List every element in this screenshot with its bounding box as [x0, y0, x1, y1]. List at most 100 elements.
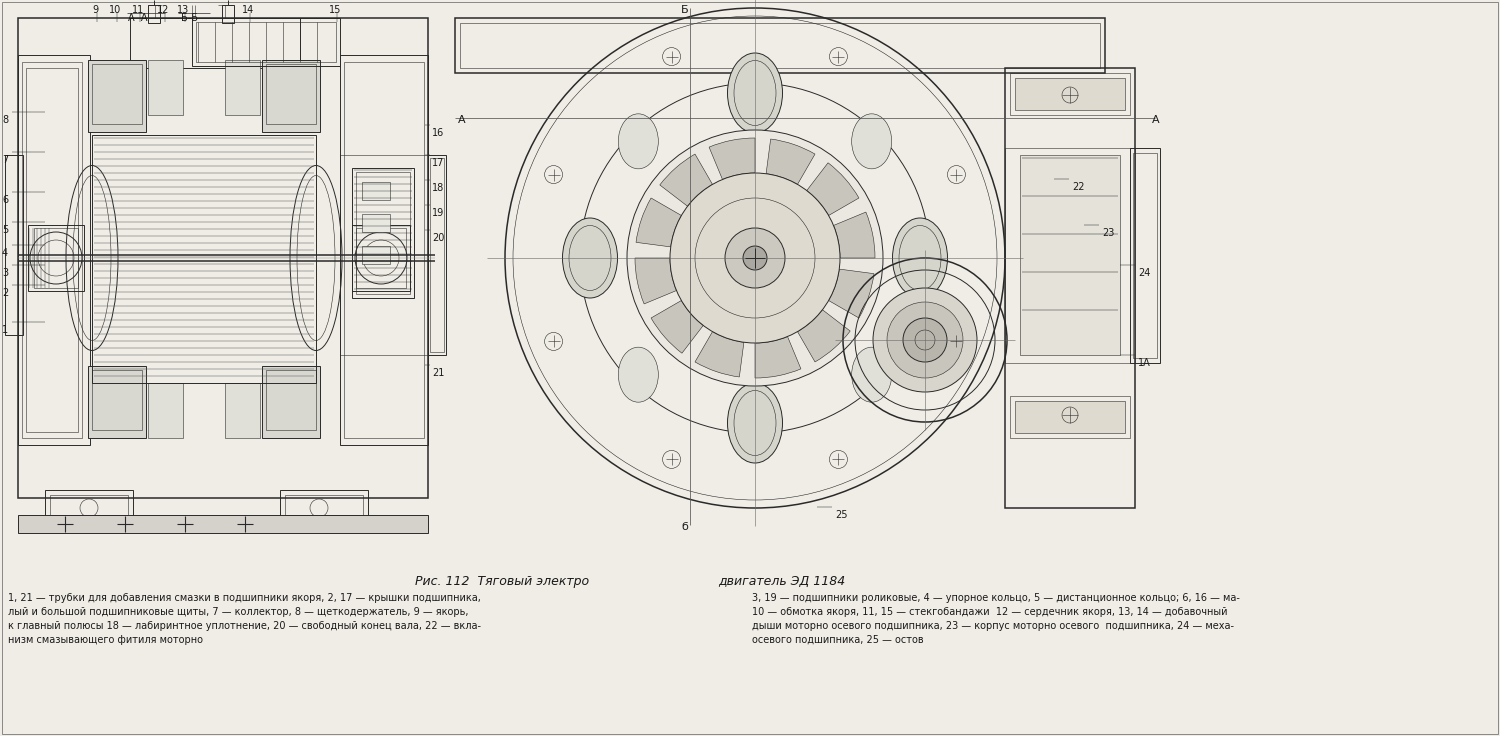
Bar [266, 64, 316, 124]
Text: 4: 4 [2, 248, 8, 258]
Bar [192, 18, 340, 66]
Text: 23: 23 [1102, 228, 1114, 238]
Bar [1016, 78, 1125, 110]
Bar [148, 5, 160, 23]
Text: Рис. 112  Тяговый электро: Рис. 112 Тяговый электро [416, 575, 590, 588]
Ellipse shape [618, 114, 658, 169]
Circle shape [873, 288, 976, 392]
Circle shape [670, 173, 840, 343]
Text: 18: 18 [432, 183, 444, 193]
Bar [362, 214, 390, 232]
Text: А  А: А А [128, 13, 147, 23]
Text: 10: 10 [110, 5, 122, 15]
Bar [45, 490, 134, 520]
Text: 11: 11 [132, 5, 144, 15]
Bar [1010, 396, 1130, 438]
Text: 16: 16 [432, 128, 444, 138]
Bar [1130, 148, 1160, 363]
Bar [362, 182, 390, 200]
Bar [430, 158, 444, 352]
Circle shape [724, 228, 784, 288]
Bar [460, 23, 1100, 68]
Text: лый и большой подшипниковые щиты, 7 — коллектор, 8 — щеткодержатель, 9 — якорь,: лый и большой подшипниковые щиты, 7 — ко… [8, 607, 468, 617]
Bar [130, 18, 300, 68]
Bar [225, 60, 260, 115]
Bar [196, 22, 336, 62]
Wedge shape [798, 310, 850, 362]
Text: 22: 22 [1072, 182, 1084, 192]
Bar [22, 62, 82, 438]
Bar [26, 68, 78, 432]
Text: 2: 2 [2, 288, 9, 298]
Bar [1010, 73, 1130, 115]
Bar [222, 5, 234, 23]
Bar [18, 515, 427, 533]
Bar [352, 168, 414, 298]
Text: 15: 15 [328, 5, 340, 15]
Circle shape [742, 246, 766, 270]
Bar [50, 495, 128, 515]
Text: 25: 25 [836, 510, 848, 520]
Wedge shape [834, 212, 874, 258]
Bar [280, 490, 368, 520]
Bar [340, 55, 427, 445]
Bar [285, 495, 363, 515]
Bar [225, 383, 260, 438]
Bar [356, 172, 410, 294]
Ellipse shape [728, 53, 783, 133]
Ellipse shape [734, 60, 776, 126]
Wedge shape [634, 258, 676, 304]
Text: 14: 14 [242, 5, 254, 15]
Bar [88, 366, 146, 438]
Bar [1020, 155, 1120, 355]
Text: 5: 5 [2, 225, 9, 235]
Text: 10 — обмотка якоря, 11, 15 — стекгобандажи  12 — сердечник якоря, 13, 14 — добав: 10 — обмотка якоря, 11, 15 — стекгобанда… [752, 607, 1227, 617]
Bar [427, 155, 445, 355]
Text: А: А [458, 115, 465, 125]
Bar [340, 155, 427, 355]
Text: 19: 19 [432, 208, 444, 218]
Bar [1005, 68, 1136, 508]
Text: Б: Б [681, 5, 688, 15]
Text: двигатель ЭД 1184: двигатель ЭД 1184 [718, 575, 846, 588]
Wedge shape [710, 138, 754, 180]
Ellipse shape [852, 347, 891, 402]
Bar [262, 60, 320, 132]
Bar [262, 366, 320, 438]
Bar [352, 225, 410, 291]
Circle shape [903, 318, 946, 362]
Bar [356, 228, 407, 288]
Ellipse shape [734, 391, 776, 456]
Ellipse shape [562, 218, 618, 298]
Circle shape [627, 130, 884, 386]
Bar [34, 228, 78, 288]
Bar [92, 370, 142, 430]
Text: 6: 6 [2, 195, 8, 205]
Ellipse shape [568, 225, 610, 291]
Bar [92, 64, 142, 124]
Bar [362, 246, 390, 264]
Wedge shape [807, 163, 859, 216]
Text: 9: 9 [92, 5, 98, 15]
Bar [266, 370, 316, 430]
Bar [344, 62, 424, 438]
Ellipse shape [892, 218, 948, 298]
Text: 7: 7 [2, 155, 9, 165]
Wedge shape [660, 154, 712, 206]
Bar [92, 135, 316, 383]
Text: 1: 1 [2, 325, 8, 335]
Wedge shape [636, 198, 681, 247]
Wedge shape [694, 332, 744, 377]
Text: 1, 21 — трубки для добавления смазки в подшипники якоря, 2, 17 — крышки подшипни: 1, 21 — трубки для добавления смазки в п… [8, 593, 482, 603]
Text: осевого подшипника, 25 — остов: осевого подшипника, 25 — остов [752, 635, 924, 645]
Text: 12: 12 [158, 5, 170, 15]
Wedge shape [651, 300, 704, 353]
Text: 24: 24 [1138, 268, 1150, 278]
Text: А: А [1152, 115, 1160, 125]
Text: 20: 20 [432, 233, 444, 243]
Bar [4, 155, 22, 335]
Text: 21: 21 [432, 368, 444, 378]
Bar [148, 60, 183, 115]
Bar [28, 225, 84, 291]
Bar [1016, 401, 1125, 433]
